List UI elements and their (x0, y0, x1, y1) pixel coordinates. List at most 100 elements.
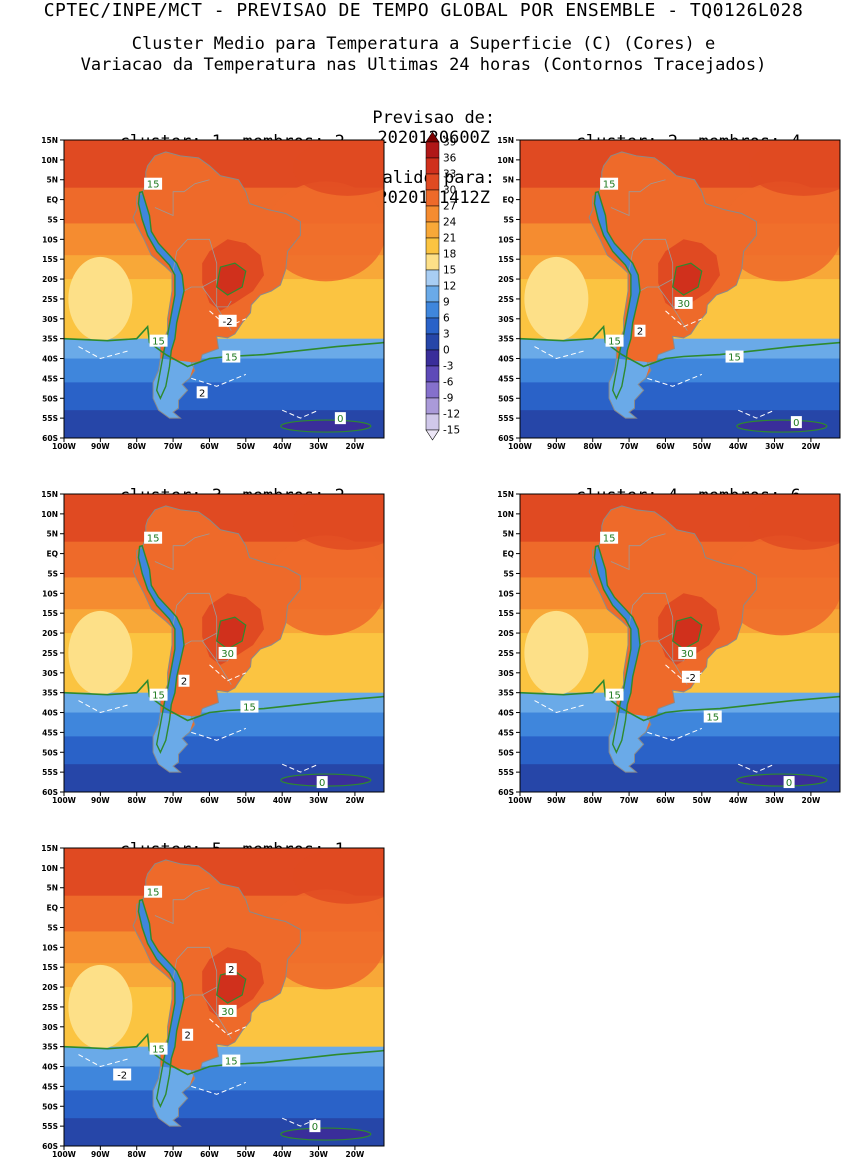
forecast-label: Previsao de: (372, 108, 496, 128)
colorbar-level-label: -6 (443, 377, 454, 389)
lon-tick-label: 80W (127, 442, 146, 451)
warm-atlantic-north (292, 494, 384, 550)
hot-core (216, 263, 246, 295)
hot-core (672, 617, 702, 649)
lon-tick-label: 70W (620, 796, 639, 805)
cool-ocean-patch (524, 256, 589, 341)
lon-tick-label: 90W (91, 796, 110, 805)
map-panel-3: 15 15 15 30 2 0 15N 10N 5N EQ 5S 10S 15S 20S 25S 30S 35S… (41, 490, 385, 805)
lat-tick-label: 5S (47, 569, 58, 578)
lat-tick-label: 10S (42, 589, 58, 598)
lat-tick-label: 10S (42, 943, 58, 952)
temp-change-contour (647, 373, 702, 387)
temperature-band (64, 382, 384, 412)
lat-tick-label: 35S (498, 689, 514, 698)
country-border (628, 592, 688, 662)
lon-tick-label: 70W (620, 442, 639, 451)
contour-label: 15 (603, 180, 616, 191)
contour-30 (216, 616, 247, 650)
lon-tick-label: 100W (52, 442, 77, 451)
contour-30 (672, 616, 703, 650)
lat-tick-label: 35S (42, 689, 58, 698)
lat-tick-label: 10N (41, 864, 58, 873)
temperature-band (520, 358, 840, 384)
cold-south-patch (280, 1128, 371, 1141)
lon-tick-label: 100W (508, 796, 533, 805)
colorbar-box (425, 285, 440, 303)
contour-label: 2 (228, 965, 234, 976)
country-border (610, 533, 666, 571)
lat-tick-label: 45S (498, 728, 514, 737)
colorbar-level-label: -3 (443, 361, 453, 373)
colorbar-bottom-triangle (425, 429, 440, 441)
hot-core (672, 263, 702, 295)
country-border (183, 286, 203, 292)
map-frame (63, 847, 385, 1147)
contour-label-bg (113, 1068, 132, 1081)
warm-atlantic (721, 181, 840, 282)
lat-tick-label: 60S (42, 434, 58, 443)
contour-30 (216, 262, 247, 296)
colorbar-box (425, 253, 440, 271)
lon-tick-label: 100W (52, 1150, 77, 1157)
lat-tick-label: 15S (42, 255, 58, 264)
lat-tick-label: 55S (42, 768, 58, 777)
lat-tick-label: 50S (42, 394, 58, 403)
contour-label: 30 (221, 649, 234, 660)
lat-tick-label: 20S (42, 275, 58, 284)
lat-tick-label: 35S (42, 335, 58, 344)
lat-tick-label: 50S (498, 748, 514, 757)
contour-label-bg (703, 710, 722, 723)
patagonia (609, 358, 651, 419)
contour-15 (520, 678, 840, 722)
cold-south-patch (280, 420, 371, 433)
lon-tick-label: 60W (200, 1150, 219, 1157)
colorbar-top-triangle (425, 131, 440, 143)
lat-tick-label: 5S (503, 569, 514, 578)
lat-tick-label: 15S (498, 609, 514, 618)
colorbar-level-label: 3 (443, 329, 450, 341)
lon-tick-label: 80W (583, 442, 602, 451)
contour-label: -2 (117, 1070, 127, 1081)
lat-tick-label: 35S (42, 1043, 58, 1052)
contour-label-bg (196, 386, 208, 399)
lat-tick-label: 60S (42, 788, 58, 797)
warm-atlantic (721, 535, 840, 636)
hot-core (216, 971, 246, 1003)
coastline (132, 151, 301, 419)
lat-tick-label: 5N (503, 176, 515, 185)
figure-subtitle-line2: Variacao da Temperatura nas Ultimas 24 h… (80, 55, 767, 75)
lat-tick-label: 15N (497, 136, 514, 145)
lat-tick-label: 10S (42, 235, 58, 244)
contour-label-bg (144, 885, 163, 898)
colorbar-level-label: 15 (443, 265, 456, 277)
lon-tick-label: 40W (273, 796, 292, 805)
contour-label-bg (790, 416, 802, 429)
colorbar-box (425, 381, 440, 399)
patagonia (153, 1066, 195, 1127)
coastline (588, 505, 757, 773)
contour-label: 15 (152, 1045, 165, 1056)
lat-tick-label: 60S (498, 434, 514, 443)
contour-label: 2 (637, 327, 643, 338)
contour-label: 2 (181, 677, 187, 688)
temp-change-contour (738, 763, 775, 773)
colorbar-box (425, 365, 440, 383)
lon-tick-label: 50W (236, 1150, 255, 1157)
contour-label-bg (600, 531, 619, 544)
map-frame (519, 493, 841, 793)
country-border (610, 179, 666, 217)
temp-change-contour (191, 727, 246, 741)
warm-atlantic-north (748, 140, 840, 196)
lon-tick-label: 40W (273, 1150, 292, 1157)
lat-tick-label: 15S (498, 255, 514, 264)
lat-tick-label: 30S (498, 315, 514, 324)
lat-tick-label: 45S (42, 728, 58, 737)
colorbar-box (425, 205, 440, 223)
lat-tick-label: 5N (47, 530, 59, 539)
lon-tick-label: 20W (346, 1150, 365, 1157)
contour-label-bg (218, 314, 237, 327)
colorbar-level-label: -15 (443, 425, 460, 437)
lat-tick-label: 55S (42, 414, 58, 423)
